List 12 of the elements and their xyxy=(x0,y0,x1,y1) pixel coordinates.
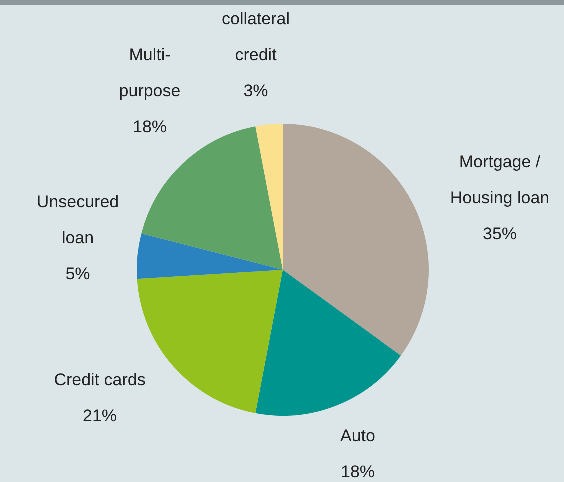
data-label: 18% xyxy=(132,118,168,137)
slice-label: Mortgage / Housing loan xyxy=(450,152,550,208)
slice-label: Credit cards xyxy=(54,370,146,390)
data-label: 5% xyxy=(66,264,90,284)
data-label: 35% xyxy=(482,224,518,244)
slice-label: Multi-purpose xyxy=(119,46,181,101)
slice-label: Unsecured loan xyxy=(36,192,120,248)
slice-label: collateral credit xyxy=(222,10,290,65)
data-label: 18% xyxy=(340,462,376,482)
slice-label: Auto xyxy=(340,426,376,446)
data-label: 21% xyxy=(82,406,118,426)
data-label: 3% xyxy=(244,82,268,101)
